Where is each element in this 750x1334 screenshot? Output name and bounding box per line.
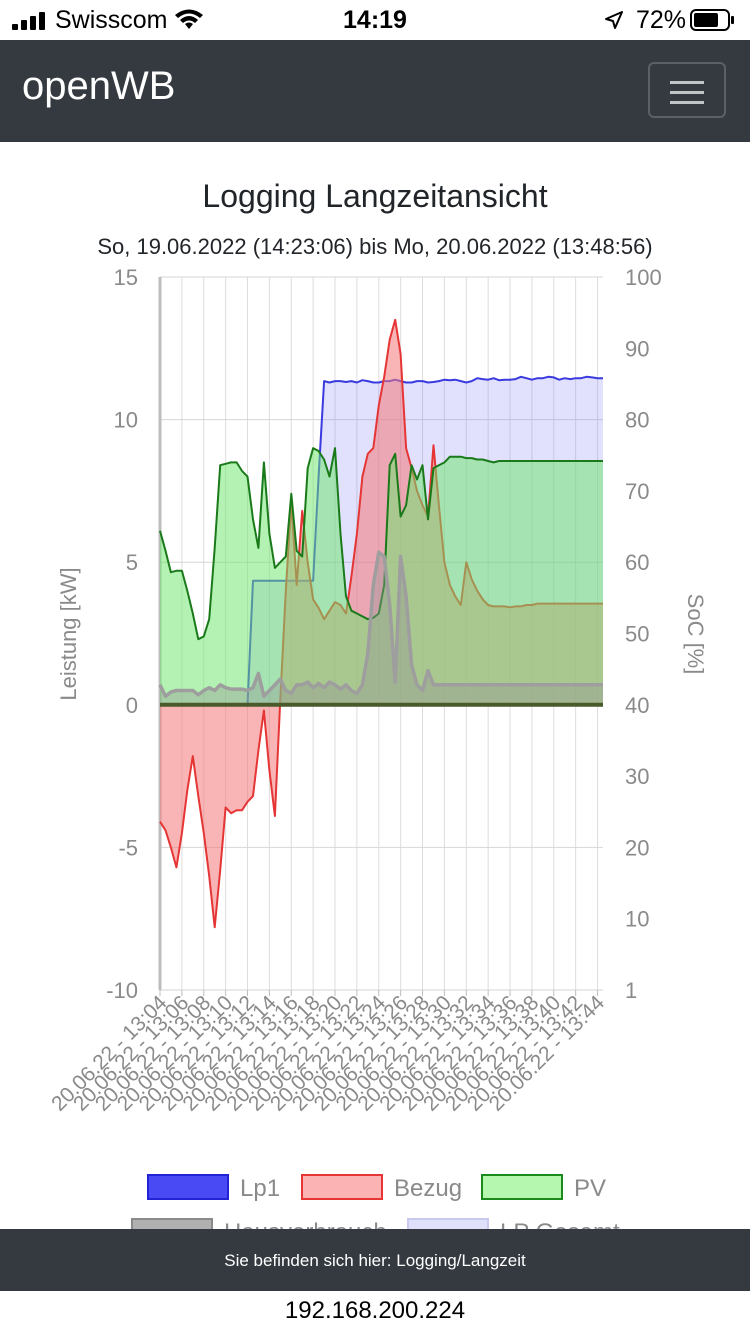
- series-area-pv: [160, 448, 603, 705]
- hamburger-icon-line: [670, 101, 704, 104]
- battery-percent: 72%: [636, 6, 687, 34]
- legend-label: Bezug: [394, 1175, 462, 1202]
- hamburger-icon: [670, 81, 704, 84]
- series-line-pv: [159, 447, 603, 641]
- y-tick-label: 5: [126, 550, 138, 575]
- footer: Sie befinden sich hier: Logging/Langzeit: [0, 1229, 750, 1291]
- y2-axis-title: SoC [%]: [683, 594, 708, 675]
- y2-tick-label: 60: [625, 550, 649, 575]
- legend-item-lp1: Lp1: [147, 1174, 280, 1202]
- y-tick-label: 15: [114, 265, 138, 290]
- legend-label: PV: [574, 1175, 606, 1202]
- url-label: 192.168.200.224: [284, 1297, 466, 1324]
- y-axis-title: Leistung [kW]: [56, 567, 81, 700]
- legend-item-hausverbrauch: Hausverbrauch: [131, 1218, 387, 1230]
- legend-swatch: [131, 1218, 213, 1230]
- address-bar[interactable]: 192.168.200.224: [0, 1291, 750, 1334]
- legend-swatch: [481, 1174, 563, 1200]
- legend-label: Hausverbrauch: [224, 1219, 387, 1230]
- signal-icon: [12, 12, 45, 30]
- y-tick-label: 10: [114, 408, 138, 433]
- hamburger-icon-line: [670, 91, 704, 94]
- legend-item-pv: PV: [481, 1174, 606, 1202]
- legend-label: LP Gesamt: [500, 1219, 620, 1230]
- y2-tick-label: 80: [625, 408, 649, 433]
- y-tick-label: -5: [118, 835, 138, 860]
- chart-subtitle: So, 19.06.2022 (14:23:06) bis Mo, 20.06.…: [97, 234, 653, 259]
- series-line-hausverbrauch: [158, 550, 603, 698]
- y-tick-label: -10: [106, 978, 138, 1003]
- series-area-hausverbrauch: [160, 552, 603, 705]
- menu-toggle-button[interactable]: [648, 62, 726, 118]
- y2-tick-label: 90: [625, 336, 649, 361]
- y-tick-label: 0: [126, 693, 138, 718]
- y2-tick-label: 100: [625, 265, 662, 290]
- battery-icon: [690, 9, 734, 31]
- brand-logo[interactable]: openWB: [22, 64, 176, 108]
- chart-title: Logging Langzeitansicht: [202, 178, 548, 214]
- y2-tick-label: 10: [625, 907, 649, 932]
- wifi-icon: [175, 9, 203, 29]
- y2-tick-label: 50: [625, 622, 649, 647]
- location-arrow-icon: [605, 11, 623, 29]
- legend-item-lp-gesamt: LP Gesamt: [407, 1218, 620, 1230]
- power-chart: 151050-5-101009080706050403020101Leistun…: [47, 265, 708, 1230]
- footer-location-text: Sie befinden sich hier: Logging/Langzeit: [224, 1251, 526, 1270]
- y2-tick-label: 20: [625, 835, 649, 860]
- legend-swatch: [147, 1174, 229, 1200]
- legend-swatch: [301, 1174, 383, 1200]
- y2-tick-label: 40: [625, 693, 649, 718]
- y2-tick-label: 70: [625, 479, 649, 504]
- legend-swatch: [407, 1218, 489, 1230]
- legend-label: Lp1: [240, 1175, 280, 1202]
- y2-tick-label: 30: [625, 764, 649, 789]
- legend-item-bezug: Bezug: [301, 1174, 462, 1202]
- status-bar: Swisscom 14:19 72%: [0, 0, 750, 40]
- y2-tick-label: 1: [625, 978, 637, 1003]
- clock: 14:19: [343, 6, 407, 34]
- carrier-label: Swisscom: [55, 6, 168, 34]
- navbar: openWB: [0, 40, 750, 142]
